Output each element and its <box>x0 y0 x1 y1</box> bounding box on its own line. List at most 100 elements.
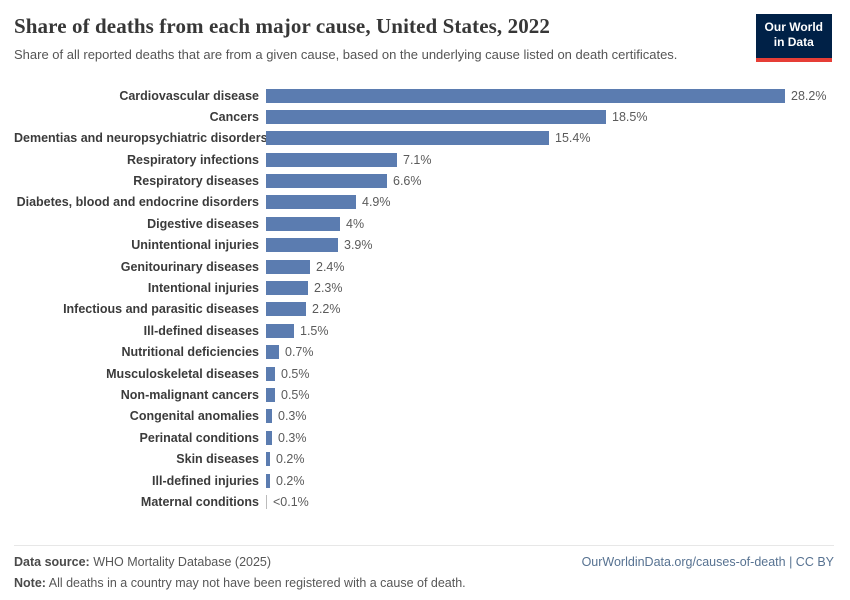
category-label: Cancers <box>209 109 259 124</box>
page-subtitle: Share of all reported deaths that are fr… <box>14 47 678 62</box>
category-label: Infectious and parasitic diseases <box>63 302 259 317</box>
bar[interactable] <box>266 281 308 296</box>
category-label: Skin diseases <box>176 452 259 467</box>
chart-row: Diabetes, blood and endocrine disorders 4… <box>14 192 834 213</box>
bar[interactable] <box>266 409 272 424</box>
chart-row: Maternal conditions <0.1% <box>14 491 834 512</box>
value-label: 28.2% <box>791 88 827 103</box>
value-label: 6.6% <box>393 174 422 189</box>
bar-track: 2.4% <box>266 256 834 277</box>
data-source-text: WHO Mortality Database (2025) <box>89 555 272 569</box>
category-label: Musculoskeletal diseases <box>106 366 259 381</box>
chart-row: Perinatal conditions 0.3% <box>14 427 834 448</box>
bar[interactable] <box>266 323 294 338</box>
bar-track: <0.1% <box>266 491 834 512</box>
bar[interactable] <box>266 88 785 103</box>
bar-track: 6.6% <box>266 170 834 191</box>
bar[interactable] <box>266 109 606 124</box>
footer-note: Note: All deaths in a country may not ha… <box>14 576 834 590</box>
note-text: All deaths in a country may not have bee… <box>45 576 466 590</box>
value-label: 2.2% <box>312 302 341 317</box>
bar[interactable] <box>266 473 270 488</box>
bar-track: 18.5% <box>266 106 834 127</box>
bar[interactable] <box>266 131 549 146</box>
value-label: 0.3% <box>278 409 307 424</box>
category-label: Intentional injuries <box>147 281 259 296</box>
value-label: 0.7% <box>285 345 314 360</box>
category-label: Maternal conditions <box>140 494 259 509</box>
chart-row: Musculoskeletal diseases 0.5% <box>14 363 834 384</box>
value-label: 0.5% <box>281 388 310 402</box>
value-label: 0.2% <box>276 473 305 488</box>
category-label: Digestive diseases <box>147 216 259 231</box>
value-label: 0.2% <box>276 452 305 467</box>
bar[interactable] <box>266 302 306 317</box>
value-label: 2.4% <box>316 259 345 274</box>
value-label: 0.3% <box>278 430 307 445</box>
chart-row: Respiratory infections 7.1% <box>14 149 834 170</box>
chart-row: Digestive diseases 4% <box>14 213 834 234</box>
chart-row: Nutritional deficiencies 0.7% <box>14 342 834 363</box>
chart-row: Unintentional injuries 3.9% <box>14 235 834 256</box>
bar[interactable] <box>266 494 267 509</box>
chart-row: Dementias and neuropsychiatric disorders… <box>14 128 834 149</box>
chart-row: Respiratory diseases 6.6% <box>14 170 834 191</box>
data-source: Data source: WHO Mortality Database (202… <box>14 555 271 569</box>
value-label: 0.5% <box>281 366 310 381</box>
bar[interactable] <box>266 152 397 167</box>
data-source-label: Data source: <box>14 555 90 569</box>
bar-track: 0.3% <box>266 406 834 427</box>
bar[interactable] <box>266 174 387 189</box>
chart-row: Infectious and parasitic diseases 2.2% <box>14 299 834 320</box>
bar[interactable] <box>266 388 275 402</box>
bar-track: 28.2% <box>266 85 834 106</box>
bar-track: 7.1% <box>266 149 834 170</box>
value-label: 7.1% <box>403 152 432 167</box>
chart-row: Ill-defined diseases 1.5% <box>14 320 834 341</box>
owid-logo: Our World in Data <box>755 14 832 62</box>
credit-link[interactable]: OurWorldinData.org/causes-of-death | CC … <box>581 555 834 569</box>
category-label: Genitourinary diseases <box>120 259 259 274</box>
note-label: Note: <box>14 576 46 590</box>
category-label: Respiratory diseases <box>133 174 259 189</box>
bar[interactable] <box>266 345 279 360</box>
bar-track: 4% <box>266 213 834 234</box>
value-label: 4.9% <box>362 195 391 210</box>
bar[interactable] <box>266 366 275 381</box>
bar[interactable] <box>266 259 310 274</box>
chart-row: Skin diseases 0.2% <box>14 448 834 469</box>
bar[interactable] <box>266 238 338 253</box>
category-label: Cardiovascular disease <box>119 88 259 103</box>
category-label: Congenital anomalies <box>129 409 259 424</box>
category-label: Ill-defined diseases <box>143 323 259 338</box>
chart-row: Congenital anomalies 0.3% <box>14 406 834 427</box>
chart-row: Cardiovascular disease 28.2% <box>14 85 834 106</box>
bar-track: 0.7% <box>266 342 834 363</box>
bar[interactable] <box>266 452 270 467</box>
category-label: Dementias and neuropsychiatric disorders <box>14 131 268 146</box>
chart-footer: Data source: WHO Mortality Database (202… <box>14 545 834 590</box>
chart-row: Non-malignant cancers 0.5% <box>14 384 834 405</box>
category-label: Ill-defined injuries <box>152 473 259 488</box>
chart-row: Cancers 18.5% <box>14 106 834 127</box>
value-label: 3.9% <box>344 238 373 253</box>
bar-track: 1.5% <box>266 320 834 341</box>
bar-track: 4.9% <box>266 192 834 213</box>
category-label: Diabetes, blood and endocrine disorders <box>16 195 259 210</box>
bar[interactable] <box>266 216 340 231</box>
page-title: Share of deaths from each major cause, U… <box>14 14 551 38</box>
value-label: 15.4% <box>555 131 591 146</box>
bar-track: 15.4% <box>266 128 834 149</box>
category-label: Unintentional injuries <box>131 238 259 253</box>
bar-track: 0.2% <box>266 470 834 491</box>
category-label: Respiratory infections <box>127 152 259 167</box>
owid-logo-line2: in Data <box>773 35 814 49</box>
bar[interactable] <box>266 430 272 445</box>
bar[interactable] <box>266 195 356 210</box>
chart-row: Genitourinary diseases 2.4% <box>14 256 834 277</box>
bar-track: 0.3% <box>266 427 834 448</box>
chart-row: Intentional injuries 2.3% <box>14 277 834 298</box>
value-label: 18.5% <box>612 109 648 124</box>
value-label: <0.1% <box>273 494 309 509</box>
